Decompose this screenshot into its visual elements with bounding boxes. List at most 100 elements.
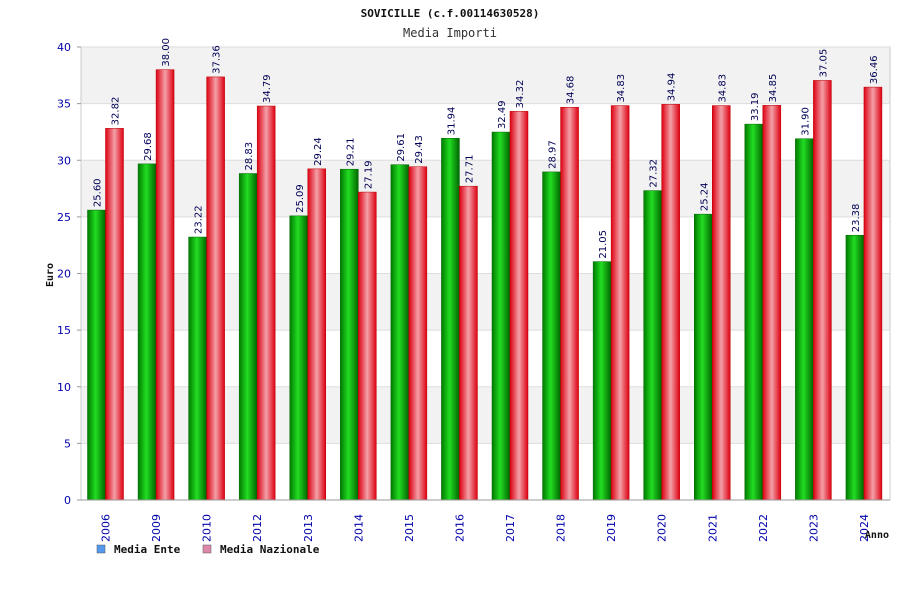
bar-media-ente	[592, 261, 612, 501]
legend: Media Ente Media Nazionale	[96, 543, 320, 556]
value-label: 21.05	[598, 230, 609, 259]
y-tick-label: 5	[64, 437, 71, 450]
value-label: 29.24	[313, 137, 324, 166]
y-tick-label: 35	[57, 98, 71, 111]
bar-media-nazionale	[560, 106, 579, 501]
x-tick-label: 2020	[656, 514, 669, 542]
x-tick-label: 2019	[605, 514, 618, 542]
value-label: 23.22	[194, 205, 205, 234]
bar-media-nazionale	[256, 105, 276, 501]
bar-media-nazionale	[459, 185, 478, 501]
value-label: 27.71	[464, 155, 475, 184]
bar-media-nazionale	[358, 191, 377, 501]
x-tick-label: 2023	[807, 514, 820, 542]
value-label: 27.32	[649, 159, 660, 188]
chart-title: SOVICILLE (c.f.00114630528)	[361, 7, 540, 20]
x-tick-label: 2022	[757, 514, 770, 542]
y-tick-label: 30	[57, 154, 71, 167]
bar-media-nazionale	[408, 166, 428, 501]
value-label: 37.36	[212, 45, 223, 74]
value-label: 34.32	[515, 80, 526, 109]
value-label: 28.83	[244, 142, 255, 171]
value-label: 38.00	[161, 38, 172, 67]
bar-media-ente	[87, 209, 106, 501]
bar-media-ente	[643, 190, 662, 501]
x-tick-label: 2010	[201, 514, 214, 542]
value-label: 34.68	[566, 76, 577, 105]
x-axis-ticks: 2006 2009 2010 2012 2013 2014 2015 2016 2017 2018…	[81, 499, 890, 542]
value-label: 25.09	[295, 184, 306, 213]
value-label: 32.82	[111, 97, 122, 126]
bar-media-nazionale	[206, 76, 225, 501]
value-label: 23.38	[851, 204, 862, 233]
value-label: 31.94	[446, 107, 457, 136]
bar-media-ente	[289, 215, 308, 501]
bar-media-nazionale	[307, 168, 326, 501]
value-label: 34.83	[717, 74, 728, 103]
x-tick-label: 2024	[858, 514, 871, 542]
y-axis-title: Euro	[45, 263, 56, 287]
x-tick-label: 2015	[403, 514, 416, 542]
value-label: 31.90	[800, 107, 811, 136]
x-tick-label: 2021	[706, 514, 719, 542]
y-tick-label: 40	[57, 41, 71, 54]
y-tick-label: 20	[57, 268, 71, 281]
bar-media-ente	[795, 138, 814, 501]
bar-media-nazionale	[863, 86, 883, 501]
bar-media-ente	[238, 173, 258, 501]
value-label: 25.60	[93, 178, 104, 207]
value-label: 37.05	[818, 49, 829, 78]
x-tick-label: 2017	[504, 514, 517, 542]
bar-media-ente	[390, 164, 410, 501]
bar-media-ente	[340, 168, 359, 501]
value-label: 32.49	[497, 100, 508, 129]
y-tick-label: 25	[57, 211, 71, 224]
value-label: 27.19	[363, 160, 374, 189]
x-tick-label: 2006	[100, 514, 113, 542]
bar-media-ente	[744, 123, 764, 501]
bar-media-ente	[694, 213, 713, 501]
bar-media-nazionale	[105, 128, 124, 501]
x-tick-label: 2014	[352, 514, 365, 542]
legend-label: Media Ente	[114, 543, 181, 556]
chart-subtitle: Media Importi	[403, 26, 497, 40]
value-label: 29.61	[396, 133, 407, 162]
bar-media-nazionale	[661, 104, 680, 501]
bar-media-nazionale	[509, 111, 529, 501]
x-axis-title: Anno	[865, 530, 889, 541]
bar-media-nazionale	[155, 69, 175, 501]
x-tick-label: 2012	[251, 514, 264, 542]
value-label: 34.94	[667, 73, 678, 102]
y-tick-label: 0	[64, 494, 71, 507]
x-tick-label: 2016	[453, 514, 466, 542]
legend-swatch	[202, 544, 212, 554]
bar-media-ente	[137, 163, 157, 501]
bar-media-ente	[542, 171, 561, 501]
bar-media-nazionale	[762, 105, 782, 501]
bar-media-ente	[188, 236, 207, 501]
bars	[87, 69, 883, 501]
value-label: 33.19	[750, 92, 761, 121]
value-labels: 25.60 32.82 29.68 38.00 23.22 37.36 28.83 34.79…	[93, 38, 880, 259]
legend-swatch	[96, 544, 106, 554]
value-label: 34.79	[262, 74, 273, 103]
bar-media-ente	[491, 131, 511, 501]
x-tick-label: 2009	[150, 514, 163, 542]
value-label: 29.68	[143, 132, 154, 161]
y-axis-ticks: 0 5 10 15 20 25 30 35 40	[57, 41, 81, 507]
bar-media-nazionale	[610, 105, 630, 501]
bar-media-nazionale	[712, 105, 731, 501]
value-label: 34.85	[768, 74, 779, 103]
legend-label: Media Nazionale	[220, 543, 320, 556]
bar-media-nazionale	[813, 80, 832, 501]
bar-media-ente	[441, 138, 460, 501]
value-label: 34.83	[616, 74, 627, 103]
value-label: 29.21	[345, 138, 356, 167]
value-label: 28.97	[548, 140, 559, 169]
value-label: 25.24	[699, 183, 710, 212]
x-tick-label: 2013	[302, 514, 315, 542]
y-tick-label: 10	[57, 381, 71, 394]
x-tick-label: 2018	[555, 514, 568, 542]
bar-media-ente	[845, 234, 865, 501]
